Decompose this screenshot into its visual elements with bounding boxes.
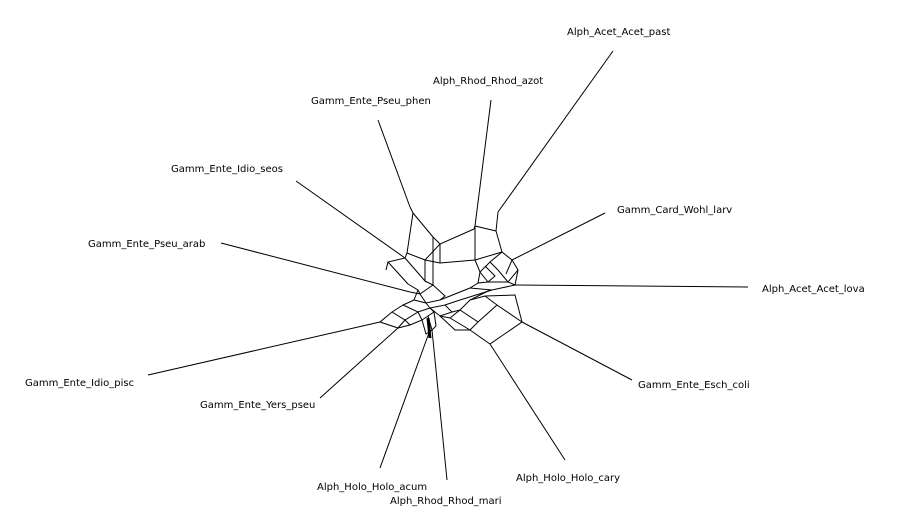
branch-holo-acum — [379, 329, 431, 469]
split-edge — [412, 212, 441, 245]
label-holo-acum: Alph_Holo_Holo_acum — [317, 482, 427, 493]
split-edge — [439, 309, 461, 319]
branch-pseu-arab — [220, 242, 411, 293]
branch-idio-pisc — [147, 321, 381, 376]
label-wohl-larv: Gamm_Card_Wohl_larv — [617, 205, 732, 216]
split-edge — [484, 265, 496, 283]
split-edge — [459, 309, 479, 331]
split-edge — [404, 257, 426, 283]
split-edge — [449, 294, 523, 345]
split-edge — [469, 284, 516, 291]
branch-acet-past — [497, 50, 614, 213]
split-edge — [404, 311, 423, 326]
split-edge — [429, 307, 435, 313]
split-edge — [439, 282, 479, 301]
label-idio-pisc: Gamm_Ente_Idio_pisc — [25, 378, 134, 389]
split-edge — [477, 271, 489, 284]
central-network — [379, 206, 523, 345]
branch-yers-pseu — [319, 327, 399, 399]
split-edge — [391, 311, 419, 321]
label-rhod-mari: Alph_Rhod_Rhod_mari — [390, 496, 502, 507]
split-edge — [387, 252, 409, 285]
label-holo-cary: Alph_Holo_Holo_cary — [516, 473, 620, 484]
branch-rhod-azot — [474, 99, 492, 227]
label-rhod-azot: Alph_Rhod_Rhod_azot — [433, 76, 543, 87]
taxon-labels: Alph_Acet_Acet_past Alph_Rhod_Rhod_azot … — [25, 27, 865, 507]
label-acet-past: Alph_Acet_Acet_past — [567, 27, 670, 38]
branch-acet-lova — [514, 284, 749, 288]
branch-esch-coli — [521, 321, 633, 381]
split-edge — [397, 324, 411, 329]
split-edge — [479, 251, 519, 283]
branch-rhod-mari — [431, 329, 448, 481]
split-edge — [474, 259, 481, 273]
split-edge — [505, 259, 513, 275]
branch-idio-seos — [295, 180, 406, 259]
split-edge — [439, 315, 470, 331]
split-edge — [489, 261, 509, 283]
split-edge — [419, 293, 441, 304]
split-edge — [406, 206, 475, 261]
split-edge — [459, 289, 491, 311]
split-edge — [401, 299, 431, 313]
split-edge — [385, 261, 389, 271]
split-edge — [444, 289, 493, 306]
label-acet-lova: Alph_Acet_Acet_lova — [762, 284, 865, 295]
label-pseu-arab: Gamm_Ente_Pseu_arab — [88, 239, 205, 250]
branch-wohl-larv — [511, 212, 606, 261]
label-yers-pseu: Gamm_Ente_Yers_pseu — [200, 400, 315, 411]
branch-pseu-phen — [377, 119, 411, 208]
split-edge — [379, 304, 404, 323]
split-edge — [496, 304, 523, 323]
split-edge — [477, 295, 498, 323]
label-pseu-phen: Gamm_Ente_Pseu_phen — [311, 96, 431, 107]
branch-holo-cary — [489, 343, 566, 461]
split-edge — [473, 211, 499, 232]
label-idio-seos: Gamm_Ente_Idio_seos — [171, 164, 283, 175]
split-edge — [424, 280, 434, 286]
pendant-edges — [147, 50, 749, 481]
label-esch-coli: Gamm_Ente_Esch_coli — [638, 380, 750, 391]
split-edge — [425, 302, 453, 317]
split-edge — [427, 311, 437, 331]
split-edge — [426, 317, 432, 339]
